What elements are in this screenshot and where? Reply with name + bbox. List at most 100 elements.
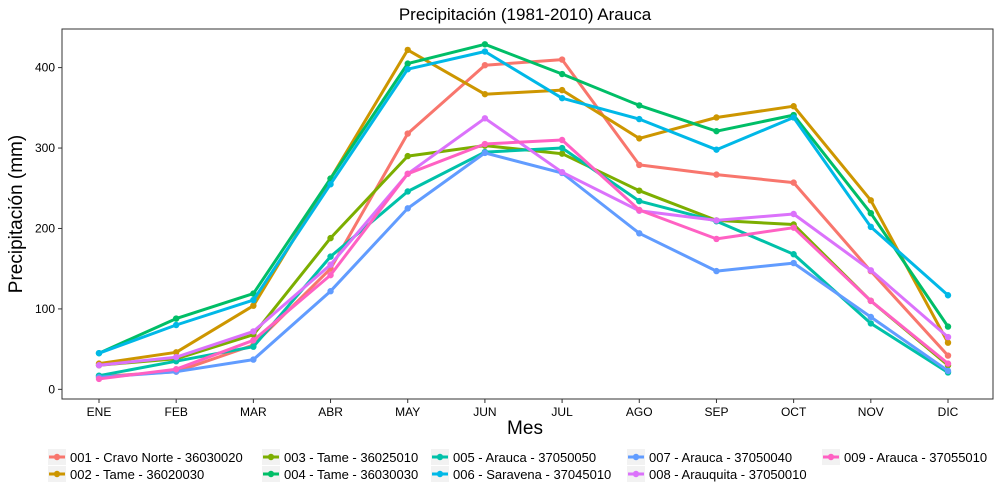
y-tick-label: 400 [35, 61, 55, 75]
x-tick-label: OCT [781, 405, 807, 419]
data-point [558, 94, 566, 102]
series-line [97, 48, 950, 366]
data-point [481, 41, 489, 48]
legend-key-point [267, 453, 275, 461]
plot-panel [61, 28, 994, 400]
data-point [713, 235, 720, 243]
legend-label: 004 - Tame - 36030030 [284, 467, 418, 482]
legend-item: 004 - Tame - 36030030 [262, 466, 418, 482]
legend-key-point [53, 470, 61, 478]
y-axis: 0 100 200 300 400 [35, 61, 62, 396]
data-point [481, 48, 489, 55]
y-tick-label: 100 [35, 302, 55, 316]
y-axis-title: Precipitación (mm) [6, 135, 27, 293]
data-point [636, 206, 643, 214]
data-point [172, 349, 180, 356]
data-point [172, 315, 180, 322]
data-point [790, 179, 797, 186]
data-point [558, 168, 566, 176]
data-point [558, 144, 566, 152]
data-point [481, 115, 489, 122]
data-point [250, 328, 257, 335]
data-point [250, 337, 257, 344]
legend-item: 008 - Arauquita - 37050010 [627, 466, 807, 482]
data-point [867, 320, 875, 327]
data-point [404, 60, 411, 67]
data-point [636, 187, 643, 194]
data-point [404, 152, 411, 160]
series-line [97, 50, 950, 355]
data-point [172, 366, 180, 373]
x-tick-label: SEP [704, 405, 728, 419]
legend-key-point [632, 470, 640, 478]
data-point [636, 161, 643, 169]
data-point [327, 261, 334, 268]
data-point [250, 356, 257, 363]
data-point [250, 302, 257, 309]
series-line [97, 151, 950, 379]
data-point [713, 127, 720, 135]
legend-label: 008 - Arauquita - 37050010 [649, 467, 807, 482]
data-point [558, 70, 566, 78]
series-6 [95, 48, 952, 357]
series-7 [95, 149, 952, 381]
data-point [250, 343, 257, 350]
legend-label: 001 - Cravo Norte - 36030020 [70, 450, 243, 465]
legend-label: 002 - Tame - 36020030 [70, 467, 204, 482]
legend-key-point [267, 470, 275, 478]
data-point [944, 352, 952, 359]
data-point [327, 288, 334, 295]
x-tick-label: ENE [87, 405, 112, 419]
legend: 001 - Cravo Norte - 36030020 002 - Tame -… [48, 449, 987, 482]
series-line [97, 138, 950, 381]
data-point [558, 56, 566, 63]
x-tick-label: JUN [473, 405, 496, 419]
data-point [867, 223, 875, 231]
data-point [481, 61, 489, 69]
data-point [944, 367, 952, 375]
data-point [713, 146, 720, 153]
data-point [944, 339, 952, 346]
legend-label: 003 - Tame - 36025010 [284, 450, 418, 465]
legend-key-point [53, 453, 61, 461]
data-point [481, 90, 489, 98]
data-point [713, 217, 720, 224]
series-line [97, 42, 950, 355]
legend-key-point [827, 453, 835, 461]
data-point [867, 197, 875, 204]
data-point [713, 267, 720, 275]
x-tick-label: NOV [858, 405, 884, 419]
data-point [327, 234, 334, 242]
data-point [404, 130, 411, 137]
series-9 [95, 136, 952, 383]
x-tick-label: DIC [938, 405, 959, 419]
chart-title: Precipitación (1981-2010) Arauca [399, 5, 652, 24]
x-tick-label: MAR [240, 405, 267, 419]
data-point [404, 205, 411, 212]
data-point [944, 333, 952, 341]
data-point [790, 259, 797, 267]
series-layer [95, 41, 952, 383]
y-tick-label: 300 [35, 141, 55, 155]
data-point [95, 375, 103, 383]
y-tick-label: 200 [35, 221, 55, 235]
legend-key-point [436, 470, 444, 478]
data-point [790, 210, 797, 218]
y-tick-label: 0 [48, 382, 55, 396]
legend-item: 006 - Saravena - 37045010 [431, 466, 611, 482]
data-point [636, 102, 643, 109]
data-point [95, 362, 103, 369]
legend-item: 001 - Cravo Norte - 36030020 [48, 449, 243, 465]
legend-item: 005 - Arauca - 37050050 [431, 449, 596, 465]
data-point [481, 140, 489, 148]
data-point [481, 149, 489, 157]
data-point [558, 136, 566, 144]
legend-label: 005 - Arauca - 37050050 [453, 450, 596, 465]
data-point [327, 181, 334, 188]
x-axis-title: Mes [507, 418, 543, 439]
data-point [713, 171, 720, 178]
data-point [636, 197, 643, 205]
data-point [327, 253, 334, 260]
data-point [790, 224, 797, 231]
